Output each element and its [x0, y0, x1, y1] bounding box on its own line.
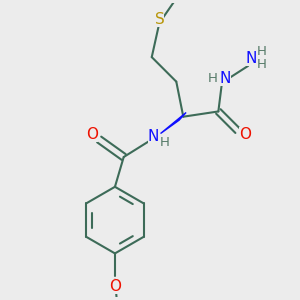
- Text: N: N: [220, 70, 231, 86]
- Text: H: H: [208, 72, 218, 85]
- Text: N: N: [148, 129, 159, 144]
- Text: H: H: [256, 58, 266, 70]
- Text: O: O: [86, 127, 98, 142]
- Text: H: H: [160, 136, 170, 149]
- Text: S: S: [154, 12, 164, 27]
- Text: N: N: [246, 51, 257, 66]
- Text: O: O: [239, 127, 251, 142]
- Polygon shape: [160, 112, 186, 134]
- Text: H: H: [256, 45, 266, 58]
- Text: O: O: [109, 278, 121, 293]
